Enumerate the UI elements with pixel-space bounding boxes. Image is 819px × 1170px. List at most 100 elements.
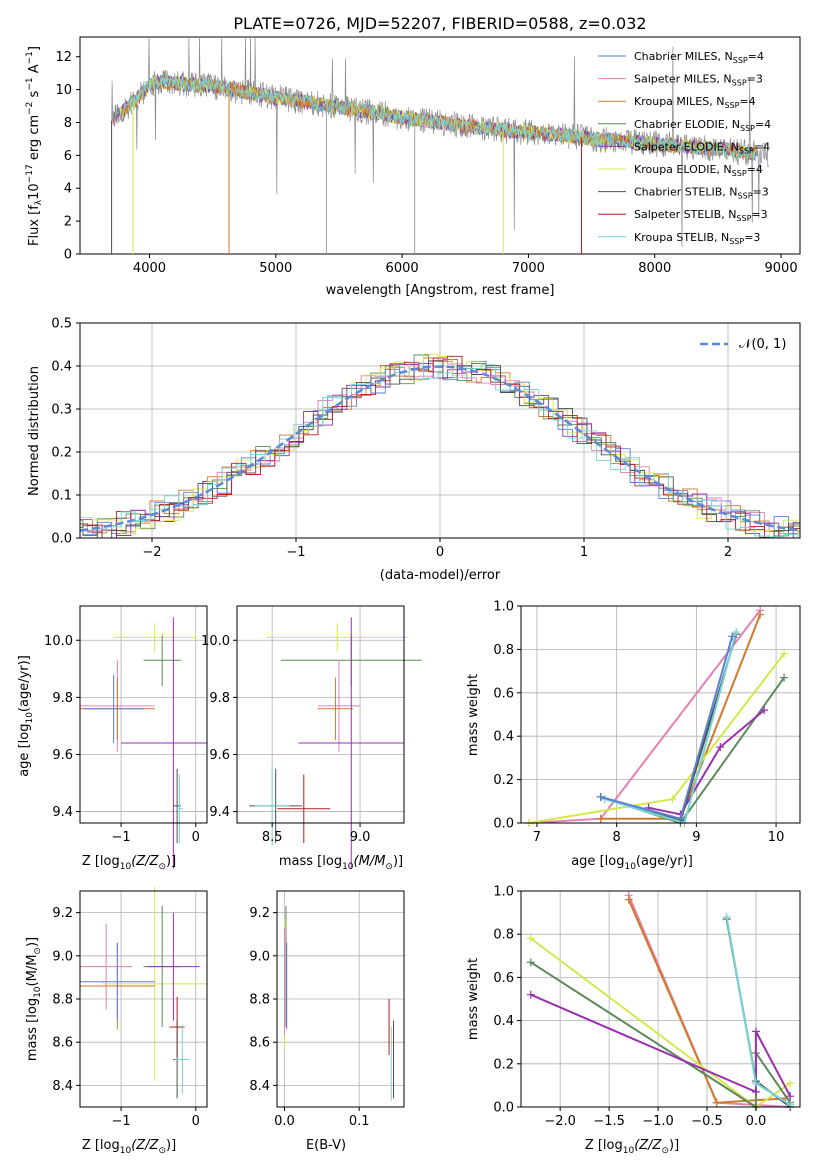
y-tick-label: 8.6 [52,1036,73,1051]
figure-title: PLATE=0726, MJD=52207, FIBERID=0588, z=0… [233,14,646,33]
spectrum-frame [79,36,801,255]
weight-z-y-label: mass weight [466,958,481,1040]
y-tick-label: 2 [64,215,72,230]
parameter-panels: −1 0 9.4 9.6 9.8 10.0 8.5 9.0 9.4 9.6 9.8 10.0 7 8 9 10… [44,600,801,1129]
weight-marker [526,958,535,967]
legend-label: Salpeter ELODIE, NSSP=4 [634,140,770,155]
y-tick-label: 9.8 [52,691,73,706]
age-z-panel: −1 0 9.4 9.6 9.8 10.0 [44,605,208,869]
y-tick-label: 12 [55,50,72,65]
age-z-y-label: age [log10(age/yr)] [17,655,35,777]
weight-marker [668,795,677,804]
legend-label: Kroupa STELIB, NSSP=3 [634,231,760,246]
plot-content [526,891,795,1111]
x-tick-label: 5000 [259,261,292,276]
x-tick-label: −1 [112,830,131,845]
x-tick-label: 0.0 [746,1114,767,1129]
y-tick-label: 9.0 [249,949,270,964]
weight-marker [756,610,765,619]
x-tick-label: −2.0 [544,1114,576,1129]
model-spectrum-line [122,75,757,161]
y-tick-label: 8.8 [249,993,270,1008]
mass-z-x-label: Z [log10(Z/Z⊙)] [82,1138,176,1156]
x-tick-label: −1.5 [593,1114,625,1129]
spectrum-y-ticks: 0 2 4 6 8 10 12 [55,50,80,263]
x-tick-label: 0 [436,545,444,560]
y-tick-label: 0.8 [493,928,514,943]
residual-y-label: Normed distribution [27,366,42,496]
weight-marker [732,628,741,637]
weight-marker [780,649,789,658]
histogram-step [80,353,800,539]
x-tick-label: −0.5 [691,1114,723,1129]
residual-x-ticks: −2 −1 0 1 2 [142,538,732,560]
weight-age-panel: 7 8 9 10 0.0 0.2 0.4 0.6 0.8 1.0 [493,600,801,845]
x-tick-label: 0 [192,1114,200,1129]
x-tick-label: 9000 [765,261,798,276]
age-mass-panel: 8.5 9.0 9.4 9.6 9.8 10.0 [201,605,422,869]
weight-marker [596,814,605,823]
weight-marker [526,934,535,943]
legend-label: Chabrier ELODIE, NSSP=4 [634,118,771,133]
y-tick-label: 9.4 [52,805,73,820]
weight-age-y-label: mass weight [466,674,481,756]
y-tick-label: 8.4 [52,1079,73,1094]
x-tick-label: 4000 [133,261,166,276]
y-tick-label: 0.0 [51,532,72,547]
weight-marker [716,743,725,752]
weight-marker [676,814,685,823]
histogram-step [80,362,800,539]
y-tick-label: 10.0 [201,634,230,649]
weight-marker [760,706,769,715]
histogram-step [80,355,800,539]
weight-line [530,993,792,1097]
plot-content [80,886,207,1099]
plot-content [283,906,395,1101]
normal-curve [79,365,801,532]
x-tick-label: 6000 [386,261,419,276]
y-tick-label: 8.4 [249,1079,270,1094]
y-tick-label: 9.8 [209,691,230,706]
spectrum-panel: 4000 5000 6000 7000 8000 9000 0 2 4 6 8 10 12 wavel… [25,36,801,298]
weight-marker [786,1092,795,1101]
weight-age-x-label: age [log10(age/yr)] [571,854,693,872]
weight-line [530,937,791,1109]
panel-frame [520,890,801,1108]
y-tick-label: 0.0 [493,1101,514,1116]
y-tick-label: 10 [55,83,72,98]
mass-ebv-x-label: E(B-V) [306,1138,346,1153]
weight-marker [624,895,633,904]
legend-label: Chabrier STELIB, NSSP=3 [634,186,769,201]
residual-y-ticks: 0.0 0.1 0.2 0.3 0.4 0.5 [51,317,80,547]
y-tick-label: 8.8 [52,993,73,1008]
weight-marker [712,1098,721,1107]
y-tick-label: 0.4 [51,360,72,375]
legend-label: Salpeter STELIB, NSSP=3 [634,208,768,223]
y-tick-label: 9.2 [249,906,270,921]
y-tick-label: 0.2 [51,446,72,461]
y-tick-label: 6 [64,149,72,164]
spectrum-legend: Chabrier MILES, NSSP=4 Salpeter MILES, NS… [598,50,771,246]
x-tick-label: 10 [768,830,785,845]
y-tick-label: 0 [64,248,72,263]
x-tick-label: −1.0 [642,1114,674,1129]
age-mass-x-label: mass [log10(M/M⊙)] [279,854,403,872]
legend-label: Kroupa MILES, NSSP=4 [634,95,756,110]
legend-label: Salpeter MILES, NSSP=3 [634,73,763,88]
y-tick-label: 0.6 [493,686,514,701]
weight-line [627,894,791,1108]
y-tick-label: 0.3 [51,403,72,418]
x-tick-label: 0 [192,830,200,845]
x-tick-label: −1 [286,545,305,560]
x-tick-label: 7 [533,830,541,845]
weight-z-panel: −2.0 −1.5 −1.0 −0.5 0.0 0.0 0.2 0.4 0.6 0.8 1.0 [493,885,801,1129]
y-tick-label: 9.0 [52,949,73,964]
y-tick-label: 0.6 [493,971,514,986]
x-tick-label: 9.0 [350,830,371,845]
y-tick-label: 0.2 [493,1057,514,1072]
x-tick-label: 8000 [638,261,671,276]
y-tick-label: 0.8 [493,643,514,658]
weight-z-x-label: Z [log10(Z/Z⊙)] [585,1138,679,1156]
x-tick-label: 2 [724,545,732,560]
legend-label: Chabrier MILES, NSSP=4 [634,50,764,65]
